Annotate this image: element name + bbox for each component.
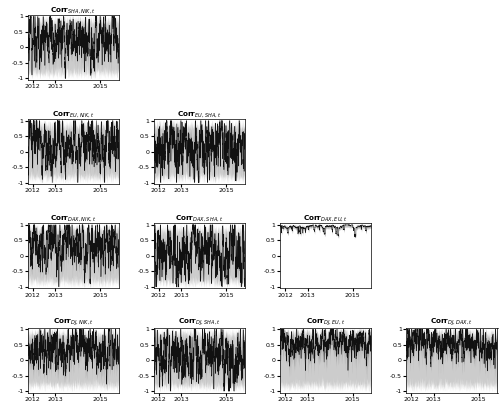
- Title: $\bf{Corr}$$_{SHA,NIK,t}$: $\bf{Corr}$$_{SHA,NIK,t}$: [50, 5, 96, 15]
- Title: $\bf{Corr}$$_{DAX,SHA,t}$: $\bf{Corr}$$_{DAX,SHA,t}$: [176, 213, 224, 223]
- Title: $\bf{Corr}$$_{DJ,SHA,t}$: $\bf{Corr}$$_{DJ,SHA,t}$: [178, 316, 221, 328]
- Title: $\bf{Corr}$$_{DJ,EU,t}$: $\bf{Corr}$$_{DJ,EU,t}$: [306, 316, 345, 328]
- Title: $\bf{Corr}$$_{DJ,NIK,t}$: $\bf{Corr}$$_{DJ,NIK,t}$: [53, 316, 94, 328]
- Title: $\bf{Corr}$$_{DAX,EU,t}$: $\bf{Corr}$$_{DAX,EU,t}$: [304, 213, 348, 223]
- Title: $\bf{Corr}$$_{EU,SHA,t}$: $\bf{Corr}$$_{EU,SHA,t}$: [178, 109, 222, 119]
- Title: $\bf{Corr}$$_{DAX,NIK,t}$: $\bf{Corr}$$_{DAX,NIK,t}$: [50, 213, 96, 223]
- Title: $\bf{Corr}$$_{DJ,DAX,t}$: $\bf{Corr}$$_{DJ,DAX,t}$: [430, 316, 474, 328]
- Title: $\bf{Corr}$$_{EU,NIK,t}$: $\bf{Corr}$$_{EU,NIK,t}$: [52, 109, 94, 119]
